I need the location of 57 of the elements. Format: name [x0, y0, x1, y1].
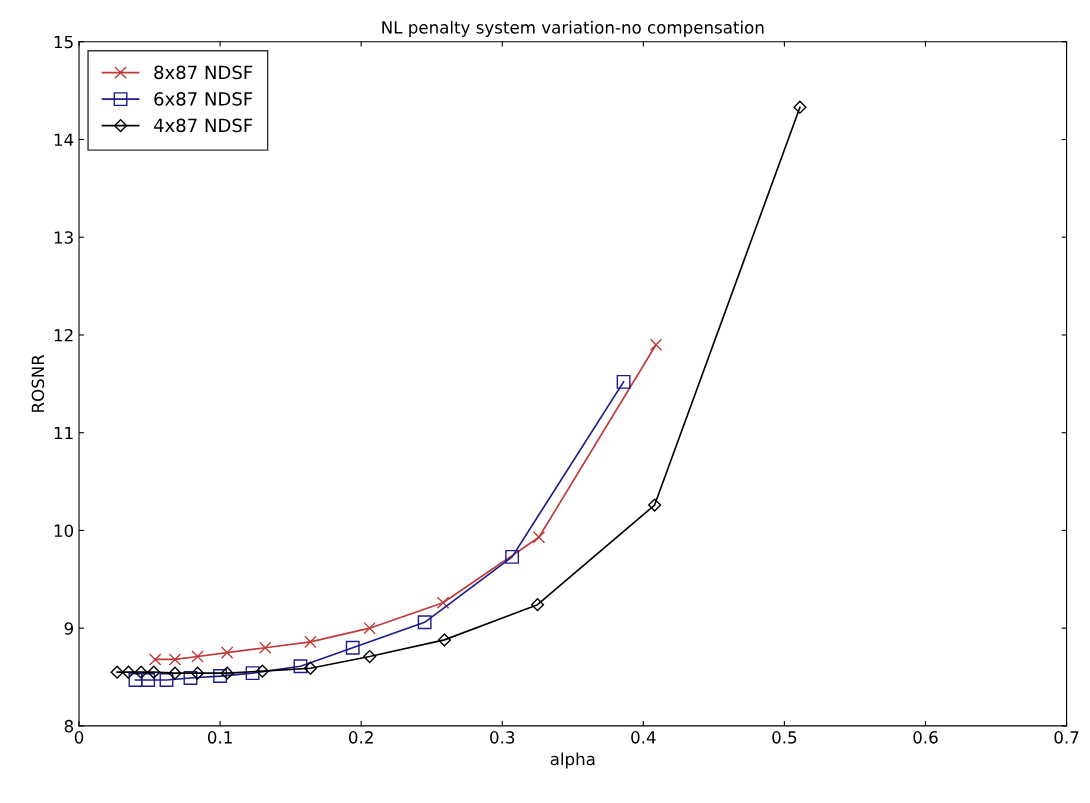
point: [134, 665, 148, 679]
x-tick-label: 0.6: [913, 731, 938, 744]
point: [293, 659, 308, 674]
y-tick-label: 11: [54, 426, 73, 440]
point: [417, 615, 432, 630]
point: [345, 640, 360, 655]
x-axis-title: alpha: [550, 752, 595, 769]
point: [159, 673, 174, 687]
point: [530, 598, 545, 612]
point: [141, 673, 156, 687]
point: [505, 549, 520, 564]
y-tick-label: 12: [54, 328, 73, 342]
y-tick-label: 13: [54, 231, 73, 244]
point: [793, 100, 807, 114]
x-tick-label: 0.1: [207, 731, 232, 744]
point: [147, 665, 161, 679]
point: [255, 664, 270, 678]
point: [649, 338, 663, 351]
point: [190, 666, 205, 680]
point: [245, 666, 260, 681]
point: [168, 666, 182, 680]
y-tick-label: 10: [54, 524, 74, 538]
point: [121, 665, 135, 679]
point: [258, 641, 272, 654]
point: [363, 621, 376, 635]
y-tick-label: 8: [64, 719, 74, 733]
point: [436, 596, 450, 610]
y-tick-label: 15: [54, 35, 73, 49]
chart-title: NL penalty system variation-no compensation: [382, 20, 764, 37]
point: [437, 633, 452, 647]
y-tick-label: 14: [54, 133, 74, 146]
point: [303, 661, 317, 675]
point: [168, 653, 182, 666]
point: [128, 673, 143, 687]
y-tick-label: 9: [64, 622, 73, 635]
x-tick-label: 0.4: [631, 731, 656, 744]
x-tick-label: 0.7: [1054, 731, 1079, 744]
point: [616, 374, 631, 389]
legend-label: 6x87 NDSF: [154, 92, 253, 106]
point: [304, 635, 317, 649]
legend-label: 4x87 NDSF: [153, 118, 253, 133]
y-axis-title: ROSNR: [31, 354, 45, 412]
legend-label: 8x87 NDSF: [154, 65, 253, 80]
point: [363, 649, 377, 664]
point: [148, 653, 162, 666]
x-tick-label: 0.5: [772, 731, 797, 744]
point: [183, 671, 198, 685]
point: [648, 498, 662, 512]
point: [220, 646, 234, 659]
point: [220, 666, 234, 680]
point: [532, 531, 546, 544]
x-tick-label: 0.3: [490, 731, 515, 744]
point: [213, 669, 228, 684]
x-tick-label: 0.2: [349, 731, 373, 744]
x-tick-label: 0: [74, 731, 84, 744]
point: [191, 650, 204, 663]
point: [110, 665, 124, 679]
